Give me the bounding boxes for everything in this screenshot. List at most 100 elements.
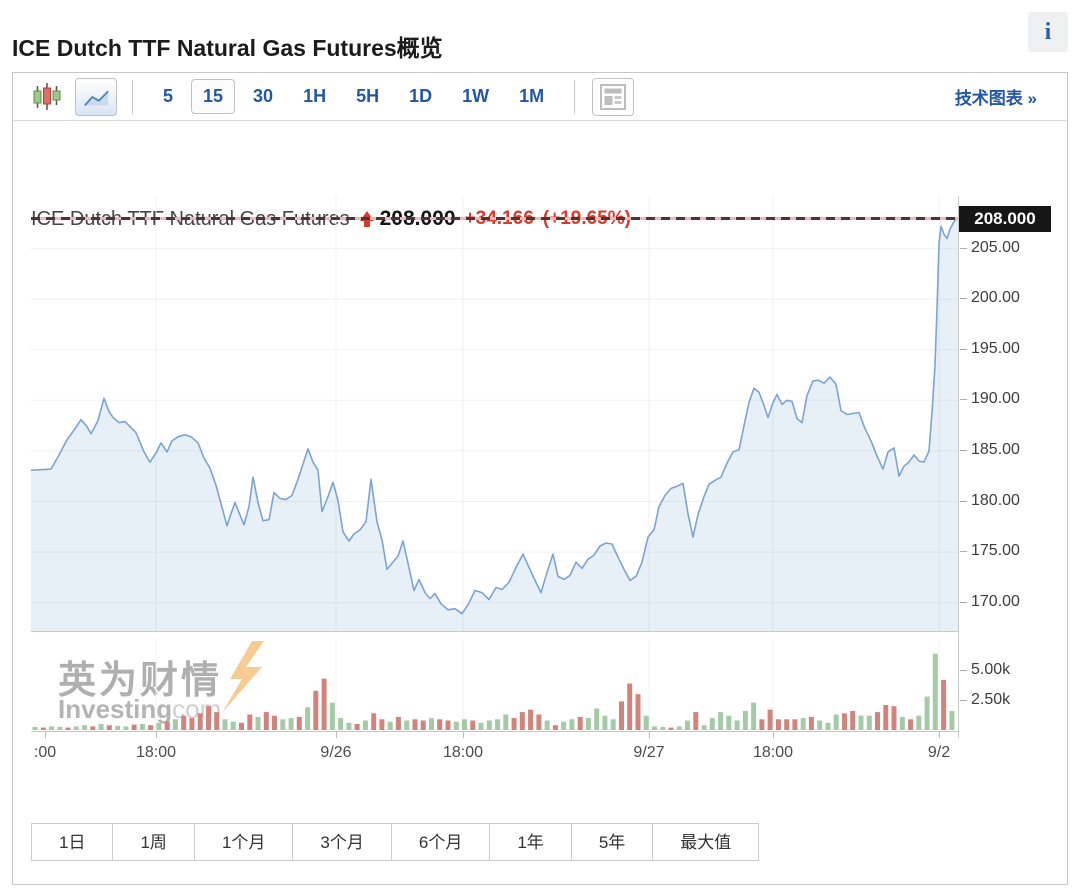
volume-bar [833, 714, 839, 730]
volume-bar [222, 719, 228, 730]
technical-chart-link[interactable]: 技术图表 » [954, 89, 1037, 108]
volume-bar [139, 724, 145, 730]
volume-bar [949, 710, 955, 730]
price-axis[interactable]: 208.000 205.00 200.00 195.00 190.00 185.00 18… [958, 196, 1067, 738]
news-panel-icon[interactable] [592, 77, 635, 116]
volume-bar [148, 725, 154, 730]
volume-bar [106, 725, 112, 730]
volume-bar [709, 718, 715, 730]
toolbar-separator [132, 79, 133, 114]
volume-bar [932, 653, 938, 730]
page-title: ICE Dutch TTF Natural Gas Futures概览 [12, 35, 443, 62]
volume-bar [387, 721, 393, 730]
volume-bar [255, 716, 261, 730]
y-axis-label: 195.00 [960, 340, 1020, 357]
volume-bar [371, 713, 377, 730]
volume-bar [842, 713, 847, 730]
chart-toolbar: 5 15 30 1H 5H 1D 1W 1M 技术图表 » [13, 73, 1067, 121]
period-button-1[interactable]: 1日 [31, 823, 114, 861]
current-price-dashed-line [31, 217, 958, 220]
x-axis-label: 18:00 [135, 744, 177, 761]
volume-bar [652, 726, 657, 730]
volume-bar [338, 718, 344, 730]
volume-bar [395, 716, 401, 730]
interval-button-1m[interactable]: 1M [507, 79, 556, 114]
volume-bar [123, 726, 129, 730]
price-area [31, 218, 959, 631]
volume-bar [313, 690, 319, 730]
volume-bar [544, 720, 550, 730]
time-axis[interactable]: :00 18:00 9/26 18:00 9/27 18:00 9/2 [31, 732, 965, 768]
volume-bar [891, 706, 897, 730]
volume-bar [767, 709, 773, 730]
volume-bar [726, 715, 732, 730]
volume-bar [437, 719, 443, 730]
price-chart[interactable] [31, 196, 959, 632]
interval-button-30[interactable]: 30 [241, 79, 285, 114]
volume-bar [594, 708, 600, 730]
y-axis-label: 175.00 [960, 542, 1020, 559]
x-axis-tick [45, 732, 46, 738]
volume-chart[interactable] [31, 639, 959, 732]
volume-bar [734, 720, 740, 730]
line-chart-glyph [84, 90, 109, 106]
period-button-8[interactable]: 最大值 [652, 823, 760, 861]
interval-button-1w[interactable]: 1W [450, 79, 501, 114]
interval-button-1d[interactable]: 1D [397, 79, 444, 114]
volume-bar [751, 702, 757, 730]
period-button-3[interactable]: 1个月 [193, 823, 294, 861]
volume-bar [635, 694, 641, 730]
volume-bar [73, 726, 79, 730]
candlestick-chart-icon[interactable] [31, 81, 63, 113]
period-button-6[interactable]: 1年 [489, 823, 572, 861]
interval-button-5h[interactable]: 5H [344, 79, 391, 114]
volume-bar [519, 712, 525, 730]
volume-bar [924, 696, 930, 730]
volume-bar [453, 721, 459, 730]
volume-bar [808, 716, 814, 730]
period-button-4[interactable]: 3个月 [292, 823, 392, 861]
x-axis-tick [336, 732, 337, 738]
volume-bar [214, 712, 220, 730]
volume-bar [916, 715, 922, 730]
volume-bar [817, 720, 823, 730]
volume-bar [899, 716, 905, 730]
volume-bar [627, 683, 633, 730]
volume-bar [379, 719, 385, 730]
volume-bar [577, 716, 583, 730]
volume-bar [57, 727, 63, 730]
volume-bar [908, 719, 914, 730]
volume-bar [82, 725, 88, 730]
volume-bar [90, 726, 96, 730]
volume-chart-svg [32, 639, 955, 731]
volume-bar [486, 720, 492, 730]
volume-bar [478, 722, 484, 730]
info-button[interactable]: i [1028, 12, 1068, 52]
y-axis-label: 190.00 [960, 390, 1020, 407]
volume-bar [858, 715, 864, 730]
volume-bar [610, 719, 616, 730]
volume-bar [239, 722, 244, 730]
volume-bar [321, 678, 327, 730]
volume-bar [701, 725, 707, 730]
period-button-5[interactable]: 6个月 [390, 823, 491, 861]
volume-bar [206, 706, 211, 730]
volume-bar [98, 724, 104, 730]
volume-bar [263, 712, 269, 730]
x-axis-label: 9/26 [320, 744, 352, 761]
interval-button-5[interactable]: 5 [151, 79, 185, 114]
price-chart-svg [31, 196, 959, 631]
period-button-2[interactable]: 1周 [112, 823, 195, 861]
volume-bar [676, 726, 682, 730]
volume-axis-label: 2.50k [959, 691, 1011, 708]
volume-bar [569, 719, 575, 730]
volume-bar [346, 722, 352, 730]
period-button-7[interactable]: 5年 [570, 823, 654, 861]
volume-bar [181, 715, 187, 730]
volume-bar [561, 721, 567, 730]
line-chart-icon[interactable] [75, 77, 117, 116]
interval-button-1h[interactable]: 1H [291, 79, 338, 114]
volume-bar [32, 727, 38, 730]
interval-button-15[interactable]: 15 [191, 79, 236, 114]
volume-bar [49, 726, 54, 730]
